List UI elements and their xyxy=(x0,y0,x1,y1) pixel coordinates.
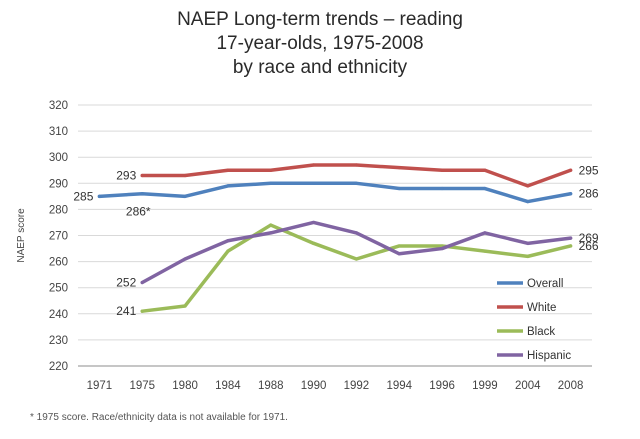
data-point-black-1999 xyxy=(483,249,487,253)
data-point-hispanic-2004 xyxy=(526,241,530,245)
data-point-overall-1975 xyxy=(140,192,144,196)
x-tick-label-2004: 2004 xyxy=(515,380,541,392)
x-tick-label-1992: 1992 xyxy=(344,380,370,392)
data-point-black-1980 xyxy=(183,304,187,308)
data-point-white-1990 xyxy=(311,163,316,167)
data-point-white-1992 xyxy=(354,163,359,167)
data-label-black-2008: 266 xyxy=(579,239,599,253)
data-point-overall-1992 xyxy=(354,181,359,185)
x-tick-label-1990: 1990 xyxy=(301,380,327,392)
data-label-white-2008: 295 xyxy=(579,163,599,177)
data-point-hispanic-2008 xyxy=(568,236,573,240)
data-point-black-1984 xyxy=(226,249,230,253)
data-label-black-1975: 241 xyxy=(116,304,136,318)
data-point-black-1994 xyxy=(397,244,401,248)
data-point-overall-1988 xyxy=(269,181,273,185)
legend-label-black: Black xyxy=(527,326,555,338)
y-tick-label-250: 250 xyxy=(49,283,68,295)
data-point-white-1996 xyxy=(440,168,444,172)
y-tick-label-240: 240 xyxy=(49,309,68,321)
data-point-black-2008 xyxy=(568,244,573,248)
data-point-white-1975 xyxy=(140,173,144,178)
data-point-white-1999 xyxy=(483,168,487,172)
data-point-hispanic-1975 xyxy=(140,280,144,285)
x-tick-label-1994: 1994 xyxy=(386,380,412,392)
data-point-hispanic-1984 xyxy=(226,239,230,243)
data-point-hispanic-1990 xyxy=(311,220,316,225)
data-point-overall-1980 xyxy=(183,194,187,198)
data-point-overall-1994 xyxy=(397,186,401,191)
data-label-hispanic-2008: 269 xyxy=(579,231,599,245)
chart-title-line-2: 17-year-olds, 1975-2008 xyxy=(216,33,424,54)
data-label-overall-1975: 286* xyxy=(126,205,151,219)
legend-label-white: White xyxy=(527,302,556,314)
data-point-white-1988 xyxy=(269,168,273,172)
data-point-black-1988 xyxy=(269,223,273,227)
data-point-black-1975 xyxy=(140,309,144,313)
legend-label-hispanic: Hispanic xyxy=(527,350,571,362)
legend-label-overall: Overall xyxy=(527,278,563,290)
y-tick-label-270: 270 xyxy=(49,231,68,243)
data-label-overall-2008: 286 xyxy=(579,187,599,201)
chart-footnote: * 1975 score. Race/ethnicity data is not… xyxy=(30,412,288,423)
data-point-overall-1984 xyxy=(226,184,230,188)
x-tick-label-1971: 1971 xyxy=(87,380,113,392)
data-point-hispanic-1992 xyxy=(354,231,359,235)
data-point-black-1990 xyxy=(311,241,316,245)
y-tick-label-260: 260 xyxy=(49,257,68,269)
y-tick-label-230: 230 xyxy=(49,335,68,347)
x-tick-label-1975: 1975 xyxy=(129,380,155,392)
data-label-hispanic-1975: 252 xyxy=(116,275,136,289)
data-point-white-1980 xyxy=(183,173,187,178)
data-point-overall-2008 xyxy=(568,192,573,196)
chart-title-line-3: by race and ethnicity xyxy=(232,57,408,78)
data-point-hispanic-1994 xyxy=(397,252,401,256)
data-point-black-2004 xyxy=(526,254,530,258)
x-tick-label-1988: 1988 xyxy=(258,380,284,392)
data-point-hispanic-1988 xyxy=(269,231,273,235)
x-tick-label-1980: 1980 xyxy=(172,380,198,392)
data-point-white-2008 xyxy=(568,168,573,172)
data-point-white-2004 xyxy=(526,184,530,188)
y-tick-label-280: 280 xyxy=(49,204,68,216)
data-point-overall-1996 xyxy=(440,186,444,191)
data-point-hispanic-1996 xyxy=(440,246,444,251)
y-axis-label: NAEP score xyxy=(16,208,27,263)
y-tick-label-310: 310 xyxy=(49,126,68,138)
y-tick-label-320: 320 xyxy=(49,100,68,112)
x-tick-label-1999: 1999 xyxy=(472,380,498,392)
x-tick-label-2008: 2008 xyxy=(558,380,584,392)
series-line-overall xyxy=(97,181,573,204)
data-label-overall-1971: 285 xyxy=(73,189,93,203)
data-point-overall-2004 xyxy=(526,199,530,204)
chart-title-line-1: NAEP Long-term trends – reading xyxy=(177,9,463,30)
x-tick-label-1984: 1984 xyxy=(215,380,241,392)
data-point-black-1992 xyxy=(354,257,359,261)
data-point-overall-1971 xyxy=(97,194,102,198)
x-tick-label-1996: 1996 xyxy=(429,380,455,392)
data-point-hispanic-1980 xyxy=(183,257,187,261)
y-tick-label-300: 300 xyxy=(49,152,68,164)
y-tick-label-290: 290 xyxy=(49,178,68,190)
data-point-white-1984 xyxy=(226,168,230,172)
y-tick-label-220: 220 xyxy=(49,361,68,373)
data-point-white-1994 xyxy=(397,166,401,170)
data-point-overall-1990 xyxy=(311,181,316,185)
data-point-overall-1999 xyxy=(483,186,487,191)
data-label-white-1975: 293 xyxy=(116,168,136,182)
data-point-hispanic-1999 xyxy=(483,231,487,235)
